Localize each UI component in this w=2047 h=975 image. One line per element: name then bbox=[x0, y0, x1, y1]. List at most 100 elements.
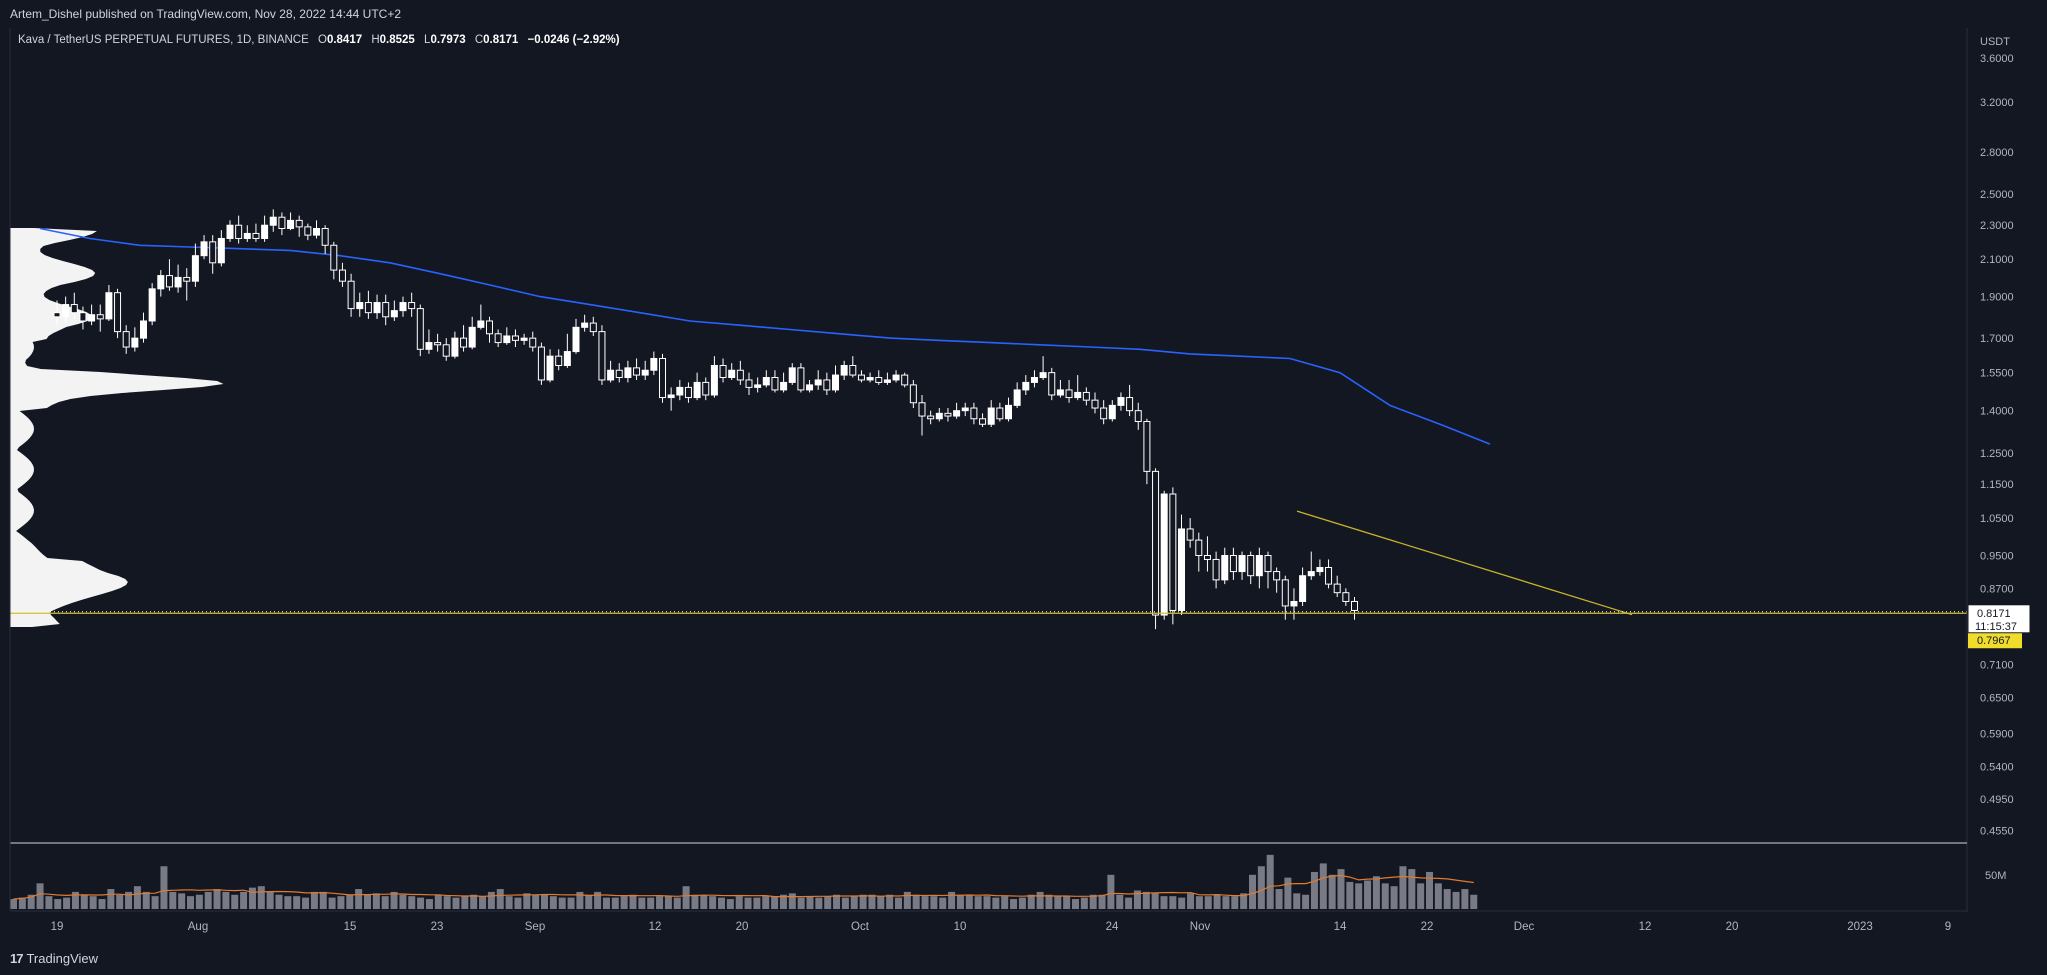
candle-body bbox=[1290, 600, 1298, 607]
volume-bar bbox=[788, 893, 796, 909]
candle-body bbox=[261, 224, 269, 239]
candle bbox=[1160, 490, 1168, 620]
volume-bar bbox=[213, 889, 221, 909]
time-tick-label: 22 bbox=[1421, 921, 1434, 933]
last-price-label: 0.8171 bbox=[1977, 608, 2011, 620]
volume-bar bbox=[346, 894, 354, 909]
volume-bar bbox=[1204, 896, 1212, 909]
price-tick-label: 0.4550 bbox=[1980, 825, 2014, 837]
countdown-label: 11:15:37 bbox=[1975, 621, 2017, 633]
candle bbox=[659, 353, 666, 403]
candle bbox=[1325, 559, 1333, 589]
candle-body bbox=[295, 219, 303, 228]
candle-body bbox=[416, 308, 424, 350]
candle-body bbox=[944, 412, 952, 417]
candle-body bbox=[165, 275, 173, 288]
candle bbox=[243, 225, 251, 242]
candle bbox=[434, 333, 442, 352]
candle bbox=[356, 292, 364, 317]
candle bbox=[330, 241, 338, 280]
volume-bar bbox=[1310, 871, 1318, 909]
volume-bar bbox=[974, 896, 982, 909]
candle bbox=[624, 360, 632, 383]
volume-bar bbox=[45, 896, 53, 909]
candle bbox=[883, 372, 891, 385]
high-value: 0.8525 bbox=[379, 34, 415, 46]
high-label: H bbox=[371, 34, 380, 46]
volume-bar bbox=[195, 894, 203, 909]
candle-body bbox=[1005, 404, 1012, 420]
volume-bar bbox=[1390, 886, 1398, 909]
candle-body bbox=[235, 224, 243, 239]
candle bbox=[79, 306, 87, 330]
candle-body bbox=[1281, 579, 1289, 607]
candle-body bbox=[650, 357, 658, 371]
footer-branding[interactable]: 17 TradingView bbox=[0, 941, 2047, 975]
price-tick-label: 0.7100 bbox=[1980, 659, 2014, 671]
candle-body bbox=[122, 331, 130, 348]
candle bbox=[1152, 468, 1160, 630]
candle bbox=[909, 379, 917, 409]
volume-bar bbox=[567, 897, 575, 909]
candle-body bbox=[1100, 407, 1108, 420]
candle-body bbox=[970, 407, 978, 420]
candle bbox=[892, 370, 900, 383]
time-tick-label: Nov bbox=[1190, 921, 1211, 933]
candle bbox=[1074, 375, 1082, 401]
candle-body bbox=[555, 355, 563, 366]
volume-bar bbox=[1355, 883, 1363, 909]
candle-body bbox=[79, 312, 87, 322]
volume-bar bbox=[408, 896, 416, 909]
candle-body bbox=[953, 410, 961, 417]
candle bbox=[702, 377, 710, 401]
candle-body bbox=[572, 326, 580, 353]
price-tick-label: 1.5500 bbox=[1980, 368, 2014, 380]
volume-bar bbox=[558, 897, 566, 909]
candle bbox=[1100, 400, 1108, 425]
volume-bar bbox=[673, 897, 681, 909]
volume-bar bbox=[1452, 891, 1460, 909]
candle bbox=[1342, 588, 1350, 606]
candle-body bbox=[754, 384, 762, 388]
candle-body bbox=[1264, 555, 1272, 573]
candle-body bbox=[979, 418, 987, 425]
volume-bar bbox=[1346, 881, 1354, 909]
candle bbox=[1195, 532, 1203, 572]
candle-body bbox=[1178, 528, 1185, 611]
candle-body bbox=[909, 384, 917, 404]
close-value: 0.8171 bbox=[483, 34, 519, 46]
volume-bar bbox=[222, 891, 230, 909]
candle-body bbox=[1143, 420, 1151, 472]
descending-trendline[interactable] bbox=[1296, 510, 1633, 616]
open-label: O bbox=[317, 34, 327, 46]
candle bbox=[399, 296, 407, 317]
price-tick-label: 0.6500 bbox=[1980, 692, 2014, 704]
candle bbox=[684, 382, 692, 403]
candle-body bbox=[866, 377, 874, 381]
candle bbox=[1203, 536, 1211, 572]
volume-bar bbox=[160, 866, 168, 909]
volume-bar bbox=[983, 896, 991, 909]
volume-bar bbox=[71, 891, 79, 909]
candle-body bbox=[96, 314, 104, 320]
open-value: 0.8417 bbox=[326, 34, 363, 46]
candle-body bbox=[503, 335, 511, 344]
volume-bar bbox=[302, 897, 310, 909]
ma-200-line bbox=[39, 227, 1491, 445]
candle bbox=[537, 342, 545, 385]
volume-bar bbox=[1372, 876, 1380, 909]
candle bbox=[1281, 575, 1289, 620]
volume-bar bbox=[895, 897, 902, 909]
candle-body bbox=[287, 219, 295, 230]
volume-bar bbox=[629, 894, 637, 909]
price-tick-label: 1.1500 bbox=[1980, 479, 2014, 491]
symbol-name: Kava / TetherUS PERPETUAL FUTURES, 1D, B… bbox=[18, 34, 309, 46]
candle-body bbox=[1342, 592, 1350, 602]
candle bbox=[269, 209, 277, 232]
time-tick-label: Oct bbox=[851, 921, 870, 933]
volume-bar bbox=[54, 899, 62, 909]
candle-body bbox=[563, 351, 571, 366]
candle bbox=[494, 329, 502, 348]
candle bbox=[814, 370, 822, 390]
